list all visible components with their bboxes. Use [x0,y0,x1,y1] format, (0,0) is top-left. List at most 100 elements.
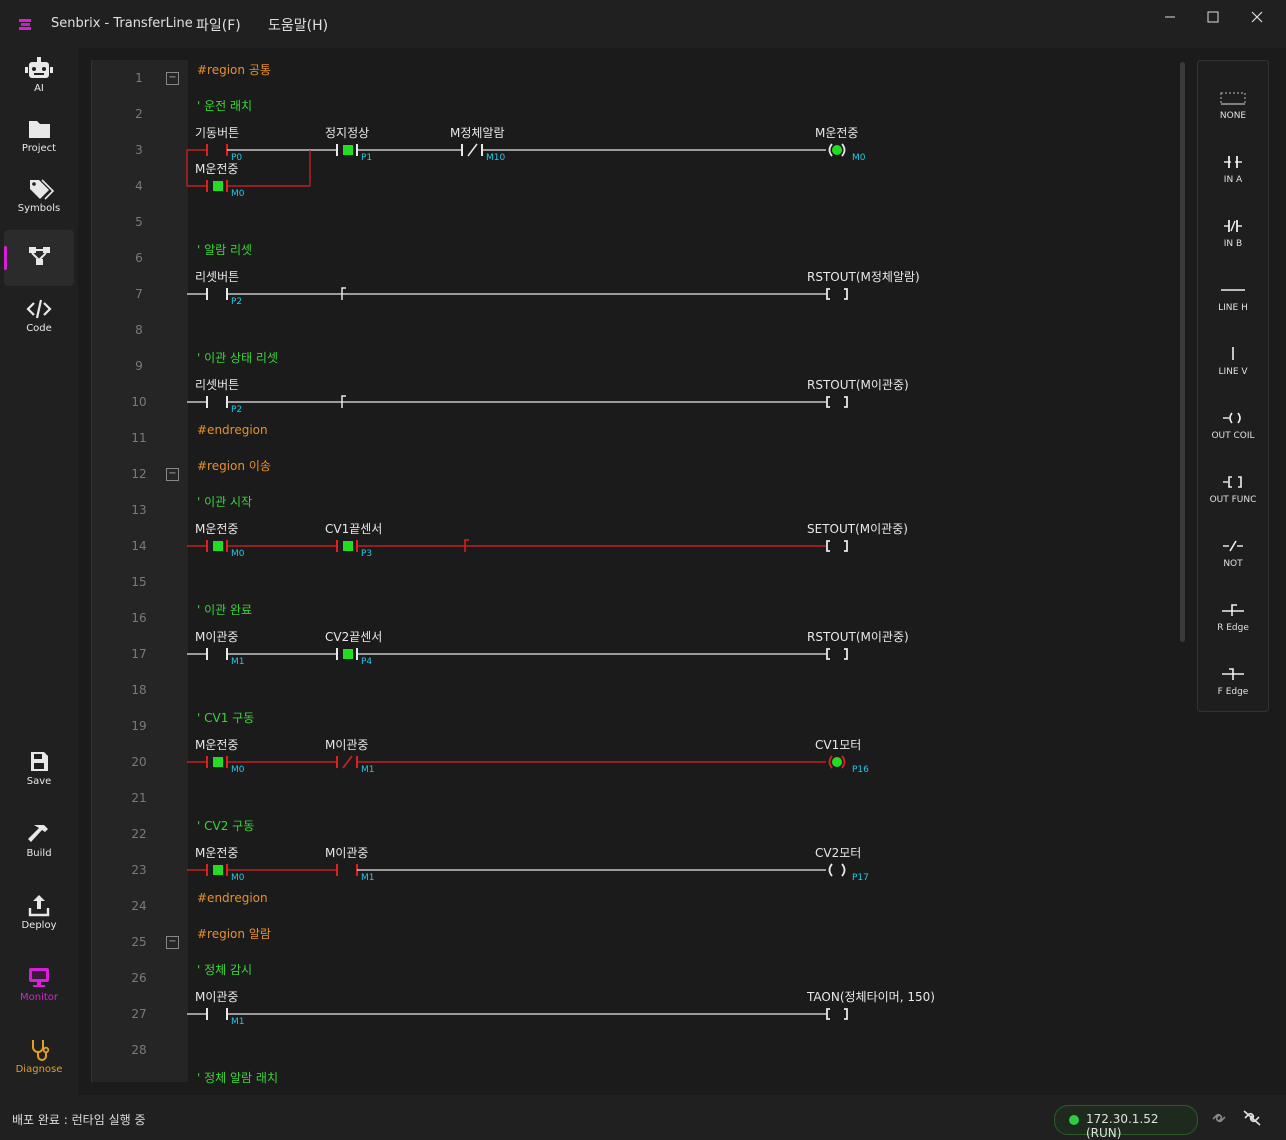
disconnect-icon[interactable] [1242,1109,1262,1127]
stethoscope-icon [32,1040,50,1061]
line-number: 16 [131,611,147,625]
robot-icon [25,57,53,78]
tool-label: F Edge [1217,687,1249,697]
contact-nc-icon [1224,220,1242,232]
func-left-bracket [826,1008,830,1020]
contact-on-indicator [213,757,223,767]
coil-right [841,143,846,157]
ladder-rung: M운전중 M0 M이관중 M1 CV2모터 P17 [187,846,869,883]
tool-r-edge[interactable]: R Edge [1198,583,1268,643]
nav-ladder[interactable] [4,230,74,286]
tool-in-a[interactable]: IN A [1198,135,1268,195]
coil-left [828,863,833,877]
deploy-button[interactable]: Deploy [4,887,74,943]
tool-in-b[interactable]: IN B [1198,199,1268,259]
contact-on-indicator [213,865,223,875]
line-number: 26 [131,971,147,985]
coil-on-indicator [832,757,842,767]
nav-ai[interactable]: AI [4,50,74,106]
coil-address: P16 [852,765,869,775]
contact-label: M운전중 [195,522,238,536]
nav-ai-label: AI [34,83,44,94]
tool-out-coil[interactable]: OUT COIL [1198,391,1268,451]
func-left-bracket [826,396,830,408]
line-number: 27 [131,1007,147,1021]
tool-line-v[interactable]: LINE V [1198,327,1268,387]
line-number: 19 [131,719,147,733]
contact-address: M10 [486,153,505,163]
region-fold-toggle[interactable]: − [166,72,179,85]
close-button[interactable] [1246,8,1268,26]
tool-not[interactable]: NOT [1198,519,1268,579]
app-logo-icon [19,19,31,30]
func-label: RSTOUT(M정체알람) [807,270,920,284]
contact-address: M0 [231,873,245,883]
nav-symbols[interactable]: Symbols [4,170,74,226]
connection-badge[interactable]: 172.30.1.52 (RUN) [1054,1105,1198,1140]
line-number: 23 [131,863,147,877]
nav-project-label: Project [21,143,57,154]
line-number: 24 [131,899,147,913]
tool-f-edge[interactable]: F Edge [1198,647,1268,707]
link-icon[interactable] [1210,1110,1228,1126]
coil-address: P17 [852,873,869,883]
func-right-bracket [844,288,848,300]
comment-label: ' 정체 감시 [197,963,252,977]
tool-label: OUT FUNC [1209,495,1257,505]
rung-comment: ' 운전 래치 [197,99,252,113]
ladder-rung: M이관중 M1 TAON(정체타이머, 150) [187,990,935,1027]
tool-label: R Edge [1217,623,1249,633]
diagnose-label: Diagnose [15,1064,63,1075]
line-number: 8 [135,323,143,337]
ladder-toolbox: NONE IN A IN B LINE H LINE V OUT COIL OUT FUNC… [1197,60,1269,712]
contact-address: M1 [361,873,375,883]
monitor-label: Monitor [19,992,58,1003]
build-button[interactable]: Build [4,815,74,871]
coil-label: CV1모터 [815,738,861,752]
title-bar: Senbrix - TransferLine 파일(F) 도움말(H) [0,0,1286,48]
tool-none[interactable]: NONE [1198,71,1268,131]
contact-no-icon [1224,156,1242,168]
contact-on-indicator [343,649,353,659]
comment-label: ' 알람 리셋 [197,243,252,257]
maximize-button[interactable] [1202,8,1224,26]
contact-label: 정지정상 [325,126,369,140]
monitor-icon [29,968,49,987]
rung-comment: ' 이관 시작 [197,495,252,509]
line-h-icon [1221,289,1245,291]
nav-project[interactable]: Project [4,110,74,166]
minimize-button[interactable] [1159,8,1181,26]
line-number: 17 [131,647,147,661]
monitor-button[interactable]: Monitor [4,959,74,1015]
region-fold-toggle[interactable]: − [166,468,179,481]
ladder-editor [78,48,1286,1095]
rung-comment: ' CV2 구동 [197,819,254,833]
connection-status-dot [1069,1115,1079,1125]
tool-out-func[interactable]: OUT FUNC [1198,455,1268,515]
region-fold-toggle[interactable]: − [166,936,179,949]
line-number: 20 [131,755,147,769]
coil-right [841,755,846,769]
save-button[interactable]: Save [4,743,74,799]
tool-label: LINE V [1218,367,1248,377]
diagnose-button[interactable]: Diagnose [4,1031,74,1087]
comment-label: ' 정체 알람 래치 [197,1071,278,1085]
contact-label: CV1끝센서 [325,522,382,536]
line-number: 7 [135,287,143,301]
falling-edge-icon [1222,668,1244,680]
line-number: 28 [131,1043,147,1057]
save-icon [31,752,48,771]
menu-file[interactable]: 파일(F) [196,18,241,34]
nav-code[interactable]: Code [4,290,74,346]
active-indicator [4,246,7,270]
minimize-icon [1165,16,1175,18]
menu-help[interactable]: 도움말(H) [268,18,329,34]
func-label: SETOUT(M이관중) [807,522,908,536]
tool-line-h[interactable]: LINE H [1198,263,1268,323]
line-number: 18 [131,683,147,697]
contact-label: M운전중 [195,738,238,752]
region-label: #endregion [197,423,268,437]
build-label: Build [26,848,52,859]
vertical-scrollbar[interactable] [1180,62,1185,642]
